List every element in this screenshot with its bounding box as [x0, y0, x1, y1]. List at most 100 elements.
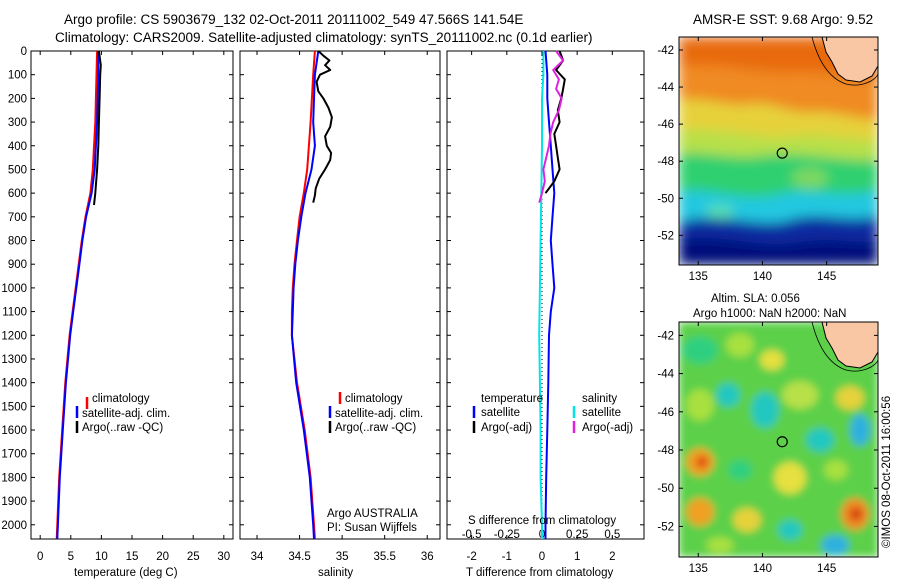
- top-x-tick-label: 0.5: [604, 529, 620, 541]
- depth-tick-label: 2000: [1, 520, 27, 532]
- x-tick-label: 35: [336, 551, 349, 563]
- depth-tick-label: 1300: [1, 354, 27, 366]
- series-argo-raw-qc: [93, 50, 102, 206]
- top-x-tick-label: -0.5: [462, 529, 482, 541]
- lat-tick-label: -50: [657, 483, 674, 495]
- legend-s-satellite: satellite: [582, 407, 621, 419]
- depth-tick-label: 100: [8, 70, 27, 82]
- series-satellite-adj-clim: [56, 51, 100, 540]
- tasmania-land: [821, 322, 878, 369]
- credit-stamp: ©IMOS 08-Oct-2011 16:00:56: [881, 396, 893, 548]
- depth-tick-label: 1100: [2, 307, 27, 319]
- lat-tick-label: -44: [657, 369, 674, 381]
- x-tick-label: 34: [251, 551, 264, 563]
- depth-tick-label: 1900: [1, 496, 27, 508]
- depth-tick-label: 1500: [1, 401, 27, 413]
- series-climatology: [55, 50, 99, 540]
- x-tick-label: 5: [68, 551, 74, 563]
- depth-tick-label: 1800: [1, 472, 27, 484]
- depth-tick-label: 700: [8, 212, 27, 224]
- sla-map-frame: [678, 321, 879, 558]
- lon-tick-label: 135: [689, 271, 708, 283]
- legend-temperature-title: temperature: [481, 393, 543, 405]
- x-tick-label: 10: [95, 551, 108, 563]
- depth-tick-label: 1000: [1, 283, 27, 295]
- series-t-satellite: [544, 50, 556, 539]
- series-argo-raw-qc: [312, 50, 333, 203]
- legend-climatology: climatology: [92, 393, 150, 405]
- depth-tick-label: 400: [8, 141, 27, 153]
- lon-tick-label: 140: [753, 563, 772, 575]
- lat-tick-label: -42: [657, 330, 674, 342]
- x-tick-label: -1: [502, 551, 512, 563]
- lat-tick-label: -44: [657, 82, 674, 94]
- argo-float-marker: [776, 147, 788, 159]
- legend-satellite: satellite-adj. clim.: [335, 408, 423, 420]
- depth-tick-label: 1600: [1, 425, 27, 437]
- x-tick-label: -2: [467, 551, 477, 563]
- sla-map-title1: Altim. SLA: 0.056: [711, 293, 800, 305]
- sla-map-title2: Argo h1000: NaN h2000: NaN: [693, 308, 846, 320]
- series-satellite-adj-clim: [290, 50, 320, 540]
- series-climatology: [290, 50, 316, 540]
- salinity-panel: 34 34.5 35 35.5 36: [239, 50, 441, 563]
- temperature-panel: 0100200300400500600700800900100011001200…: [1, 46, 234, 563]
- legend-satellite: satellite-adj. clim.: [82, 408, 170, 420]
- series-s-satellite: [538, 51, 545, 539]
- t-difference-axis-label: T difference from climatology: [466, 567, 613, 579]
- lat-tick-label: -48: [657, 156, 674, 168]
- depth-tick-label: 900: [8, 259, 27, 271]
- plot-frame: [239, 50, 441, 540]
- salinity-legend: climatology satellite-adj. clim. Argo(..…: [328, 392, 423, 434]
- lat-tick-label: -52: [657, 230, 674, 242]
- temperature-legend: climatology satellite-adj. clim. Argo(..…: [75, 393, 170, 434]
- salinity-axis-label: salinity: [318, 567, 353, 579]
- tasmania-land: [821, 37, 878, 83]
- depth-tick-label: 600: [8, 188, 27, 200]
- series-t-argo-adj: [544, 50, 566, 194]
- lon-tick-label: 145: [817, 563, 836, 575]
- depth-tick-label: 1400: [1, 378, 27, 390]
- sst-map-title: AMSR-E SST: 9.68 Argo: 9.52: [693, 12, 873, 27]
- series-s-argo-adj: [538, 50, 565, 203]
- lat-tick-label: -46: [657, 407, 674, 419]
- x-tick-label: 34.5: [288, 551, 310, 563]
- sst-map-frame: [678, 36, 879, 266]
- legend-t-satellite: satellite: [481, 407, 520, 419]
- depth-tick-label: 800: [8, 236, 27, 248]
- lon-tick-label: 145: [817, 271, 836, 283]
- lon-tick-label: 135: [689, 563, 708, 575]
- lat-tick-label: -42: [657, 45, 674, 57]
- x-tick-label: 25: [187, 551, 200, 563]
- legend-climatology: climatology: [345, 393, 403, 405]
- x-tick-label: 35.5: [373, 551, 395, 563]
- figure-title-line2: Climatology: CARS2009. Satellite-adjuste…: [55, 30, 593, 45]
- top-x-tick-label: 0.25: [566, 529, 588, 541]
- lat-tick-label: -50: [657, 193, 674, 205]
- argo-float-marker: [776, 436, 788, 448]
- difference-legend-temperature: temperature satellite Argo(-adj): [472, 393, 543, 434]
- depth-tick-label: 0: [21, 46, 27, 58]
- x-tick-label: 15: [126, 551, 139, 563]
- legend-t-argo: Argo(-adj): [481, 422, 532, 434]
- depth-tick-label: 1200: [1, 330, 27, 342]
- sla-contour: [811, 322, 878, 372]
- x-tick-label: 0: [37, 551, 43, 563]
- argo-pi: PI: Susan Wijffels: [327, 522, 417, 534]
- x-tick-label: 0: [539, 551, 545, 563]
- figure-title-line1: Argo profile: CS 5903679_132 02-Oct-2011…: [64, 12, 523, 27]
- legend-argo: Argo(..raw -QC): [335, 422, 416, 434]
- x-tick-label: 36: [421, 551, 434, 563]
- x-tick-label: 30: [217, 551, 230, 563]
- s-difference-axis-label: S difference from climatology: [468, 515, 616, 527]
- temperature-axis-label: temperature (deg C): [74, 567, 178, 579]
- x-tick-label: 2: [609, 551, 615, 563]
- argo-country: Argo AUSTRALIA: [327, 508, 418, 520]
- legend-salinity-title: salinity: [582, 393, 617, 405]
- lon-tick-label: 140: [753, 271, 772, 283]
- lat-tick-label: -48: [657, 445, 674, 457]
- sst-field: [679, 37, 878, 265]
- lat-tick-label: -52: [657, 521, 674, 533]
- legend-argo: Argo(..raw -QC): [82, 422, 163, 434]
- x-tick-label: 1: [574, 551, 580, 563]
